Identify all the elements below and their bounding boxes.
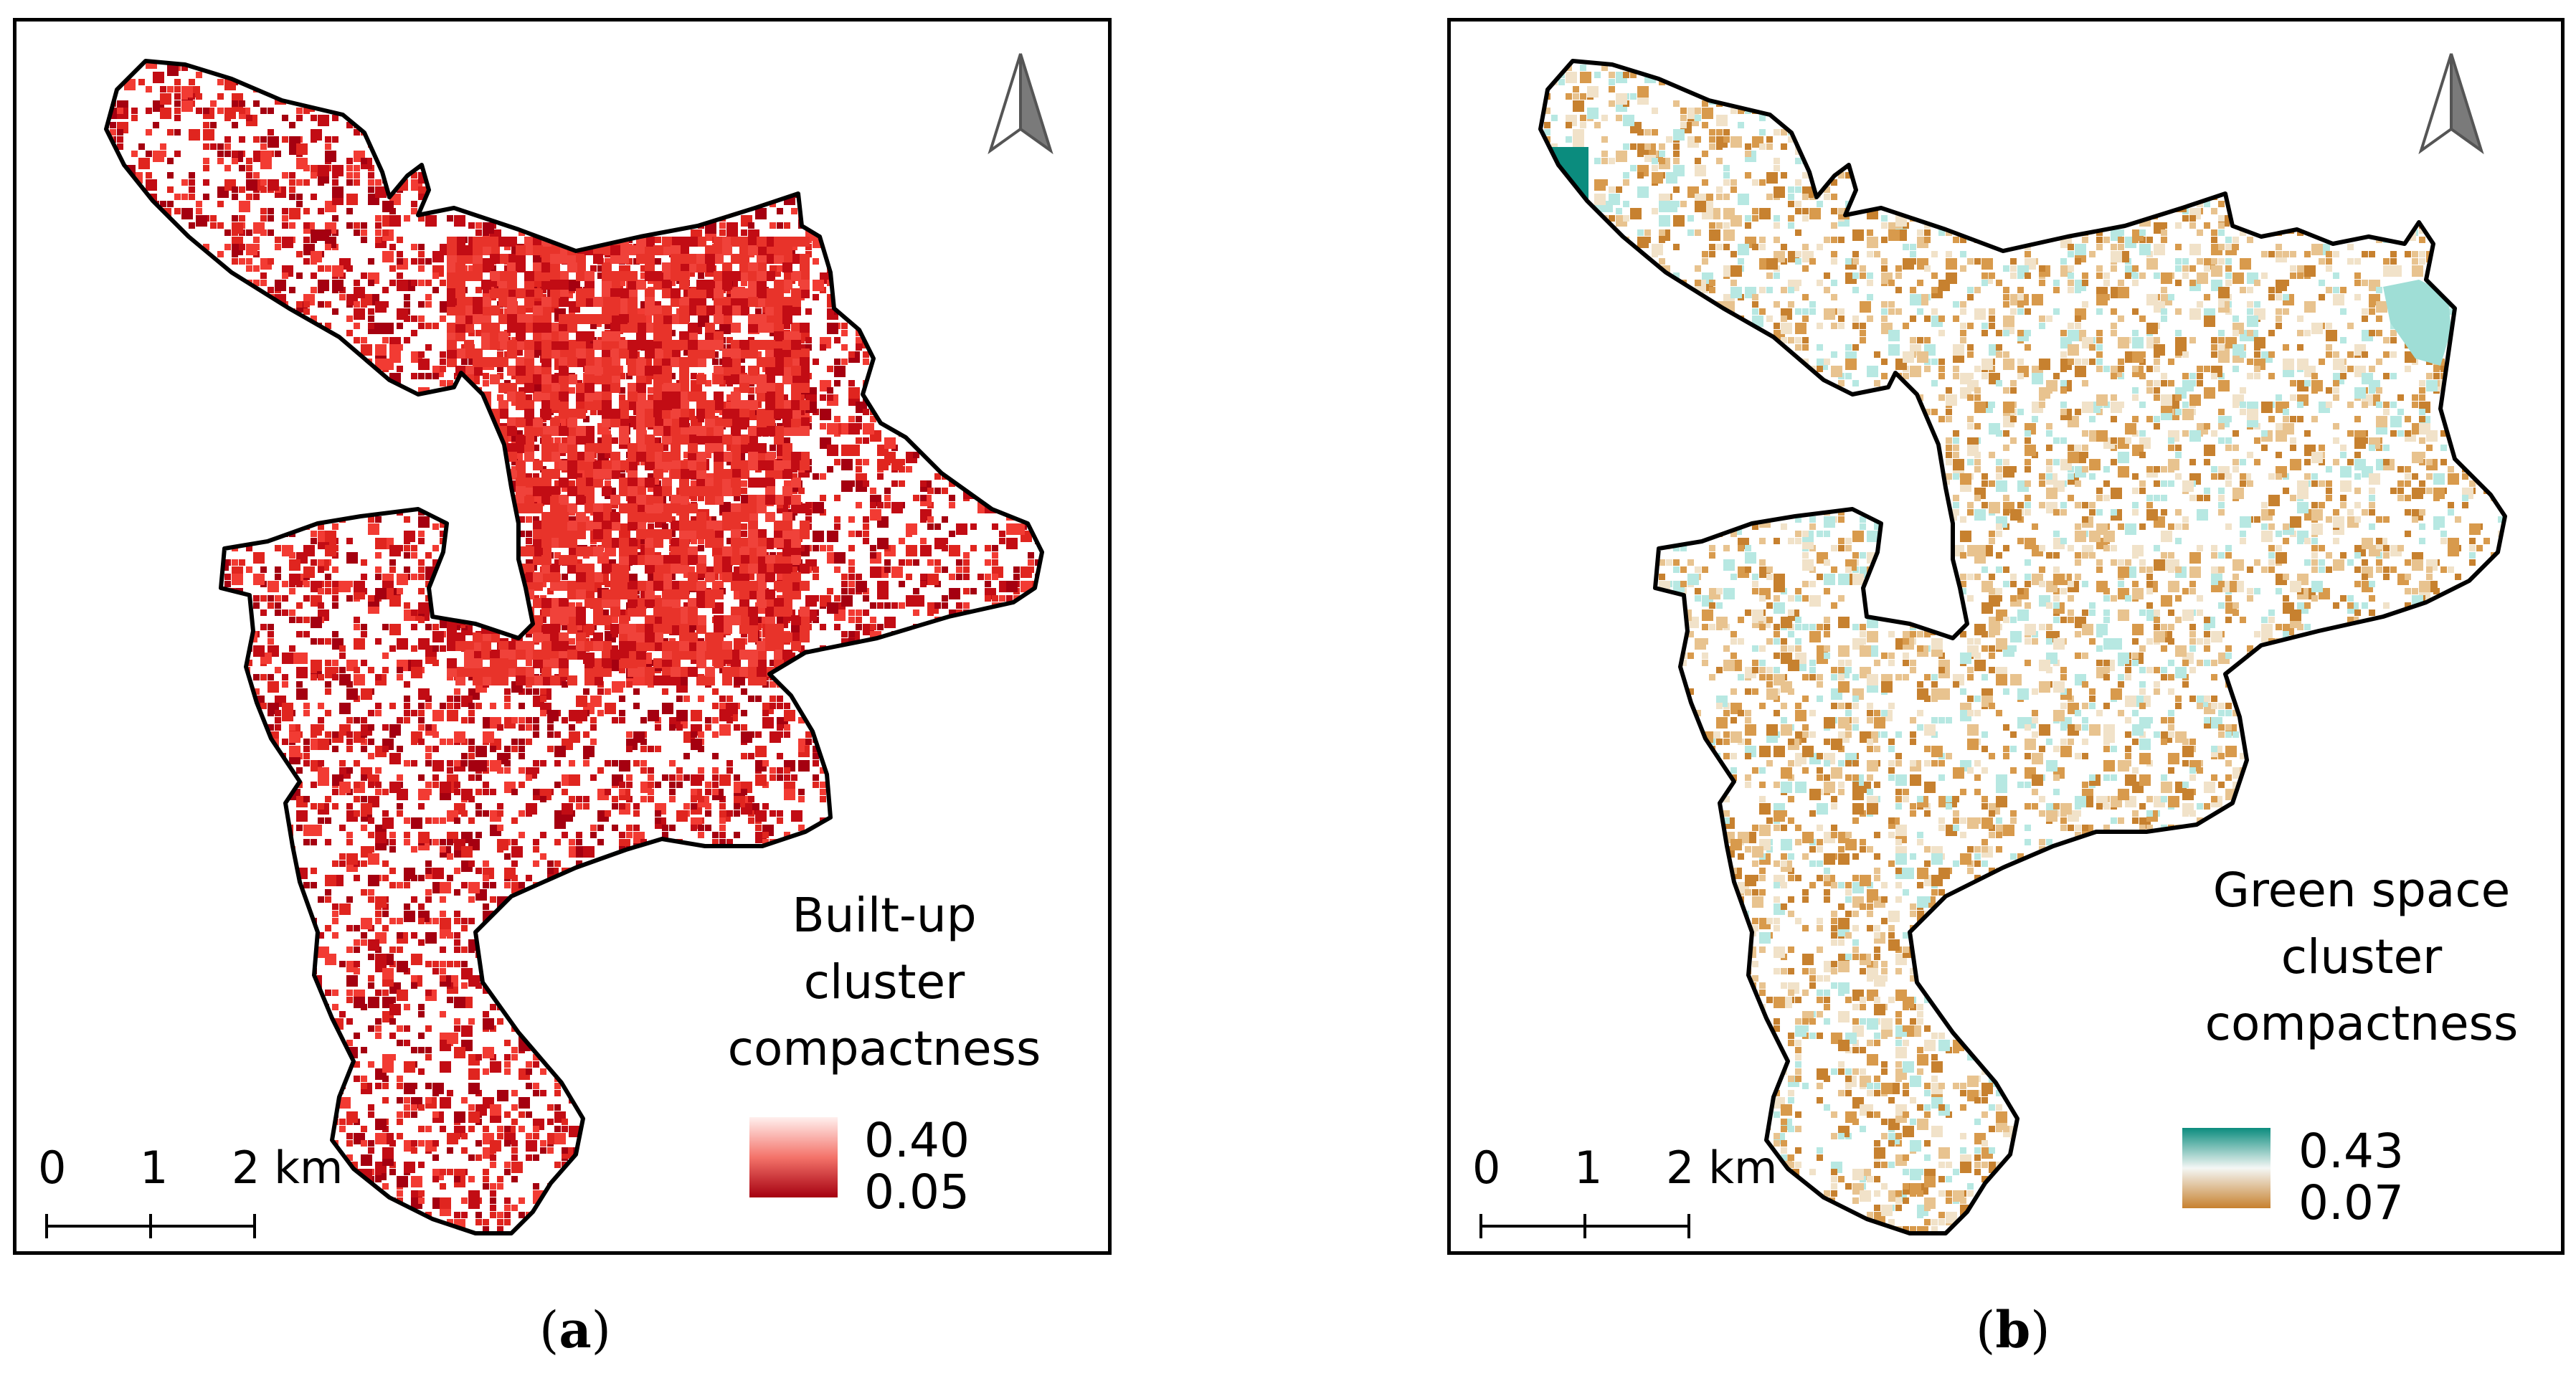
panel-label-b: (b)	[1976, 1301, 2050, 1360]
map-green-space-compactness	[1538, 59, 2507, 1235]
scale-label-1: 1	[1574, 1146, 1602, 1190]
scale-label-2: 2 km	[1666, 1146, 1777, 1190]
legend-min-value: 0.07	[2298, 1180, 2404, 1227]
scale-label-0: 0	[1472, 1146, 1500, 1190]
map-panel-green-space: Green space cluster compactness 0.43 0.0…	[1447, 18, 2565, 1255]
legend-max-value: 0.40	[864, 1117, 970, 1164]
high-compactness-patch-east	[2383, 280, 2451, 366]
city-boundary	[1538, 59, 2507, 1235]
north-arrow-icon	[988, 53, 1053, 155]
scale-bar	[1479, 1214, 1690, 1238]
panel-label-a: (a)	[539, 1301, 611, 1360]
legend-title: Green space cluster compactness	[2175, 857, 2548, 1057]
scale-bar	[45, 1214, 256, 1238]
legend-color-ramp	[2182, 1128, 2270, 1208]
map-built-up-compactness	[104, 59, 1044, 1235]
legend-title: Built-up cluster compactness	[698, 882, 1071, 1082]
map-panel-built-up: Built-up cluster compactness 0.40 0.05 0…	[13, 18, 1112, 1255]
scale-label-0: 0	[38, 1146, 66, 1190]
legend-color-ramp	[749, 1117, 838, 1197]
legend-min-value: 0.05	[864, 1169, 970, 1216]
scale-label-1: 1	[140, 1146, 168, 1190]
scale-label-2: 2 km	[232, 1146, 343, 1190]
north-arrow-icon	[2418, 53, 2484, 155]
legend-max-value: 0.43	[2298, 1128, 2404, 1175]
city-boundary	[104, 59, 1044, 1235]
